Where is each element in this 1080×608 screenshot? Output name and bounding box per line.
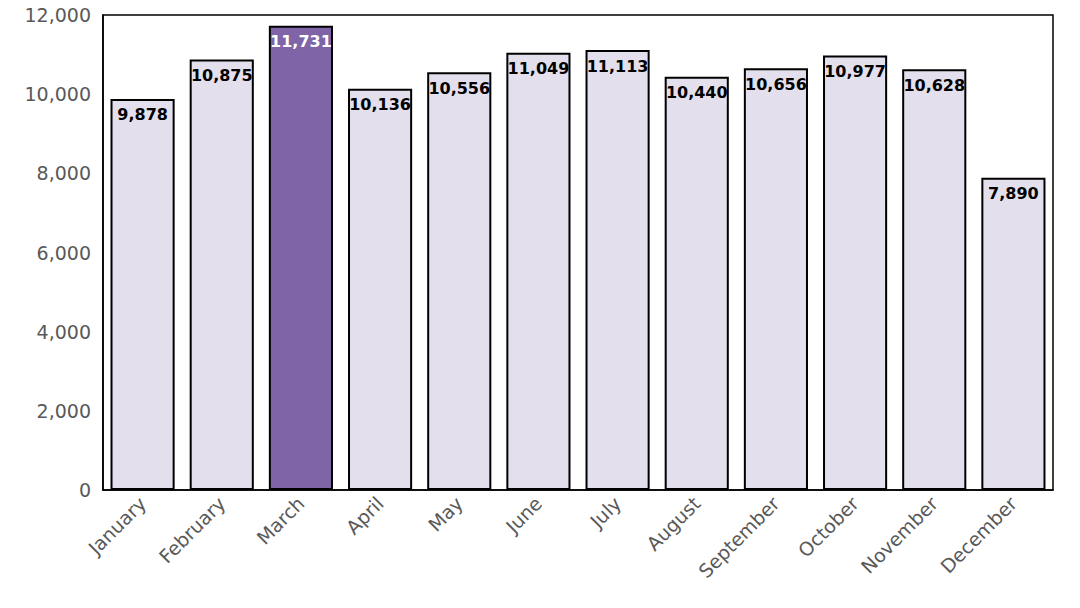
svg-text:10,440: 10,440 bbox=[666, 83, 728, 102]
svg-text:11,731: 11,731 bbox=[270, 32, 332, 51]
svg-text:July: July bbox=[585, 492, 625, 532]
svg-text:September: September bbox=[694, 492, 784, 582]
svg-text:November: November bbox=[857, 492, 943, 578]
svg-text:12,000: 12,000 bbox=[25, 4, 91, 26]
svg-text:December: December bbox=[936, 492, 1021, 577]
svg-text:10,977: 10,977 bbox=[824, 62, 886, 81]
svg-text:4,000: 4,000 bbox=[37, 321, 91, 343]
svg-text:10,628: 10,628 bbox=[903, 76, 965, 95]
svg-text:October: October bbox=[794, 492, 863, 561]
svg-text:10,656: 10,656 bbox=[745, 75, 807, 94]
svg-text:10,556: 10,556 bbox=[428, 79, 490, 98]
svg-text:8,000: 8,000 bbox=[37, 162, 91, 184]
svg-text:10,136: 10,136 bbox=[349, 95, 411, 114]
svg-text:August: August bbox=[642, 492, 705, 555]
svg-text:May: May bbox=[424, 492, 467, 535]
svg-text:0: 0 bbox=[79, 479, 91, 501]
svg-text:2,000: 2,000 bbox=[37, 400, 91, 422]
svg-text:April: April bbox=[342, 492, 388, 538]
svg-text:10,000: 10,000 bbox=[25, 83, 91, 105]
svg-text:9,878: 9,878 bbox=[117, 105, 168, 124]
svg-text:March: March bbox=[252, 492, 308, 548]
svg-text:February: February bbox=[154, 492, 229, 567]
svg-text:6,000: 6,000 bbox=[37, 242, 91, 264]
svg-text:January: January bbox=[83, 492, 150, 559]
svg-text:June: June bbox=[501, 492, 546, 537]
svg-text:11,049: 11,049 bbox=[508, 59, 570, 78]
svg-text:11,113: 11,113 bbox=[587, 57, 649, 76]
svg-text:10,875: 10,875 bbox=[191, 66, 253, 85]
svg-text:7,890: 7,890 bbox=[988, 184, 1039, 203]
